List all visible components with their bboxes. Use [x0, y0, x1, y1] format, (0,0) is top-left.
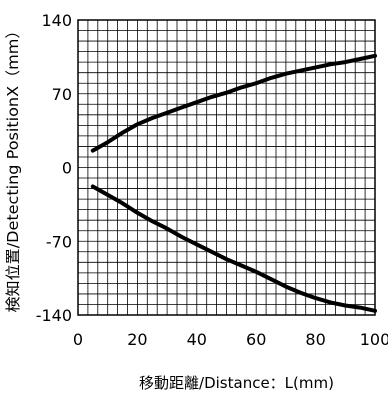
series-group: [90, 53, 377, 313]
x-axis-title: 移動距離/Distance：L(mm): [139, 374, 334, 392]
x-tick-label: 20: [127, 330, 147, 349]
y-tick-labels: 140 70 0 -70 -140: [36, 11, 72, 325]
y-tick-label: 0: [62, 159, 72, 178]
x-tick-label: 100: [360, 330, 388, 349]
plot-frame: [77, 19, 376, 316]
y-tick-label: 70: [52, 85, 72, 104]
y-axis-title: 検知位置/Detecting PositionX（mm）: [4, 23, 22, 313]
x-tick-label: 40: [187, 330, 207, 349]
x-tick-labels: 0 20 40 60 80 100: [73, 330, 388, 349]
y-tick-label: -140: [36, 306, 72, 325]
series-line-2: [90, 184, 377, 313]
x-tick-label: 60: [246, 330, 266, 349]
x-tick-label: 0: [73, 330, 83, 349]
grid: [78, 20, 375, 315]
y-tick-label: 140: [41, 11, 72, 30]
x-tick-label: 80: [305, 330, 325, 349]
series-line-1: [90, 53, 377, 153]
y-tick-label: -70: [46, 232, 72, 251]
